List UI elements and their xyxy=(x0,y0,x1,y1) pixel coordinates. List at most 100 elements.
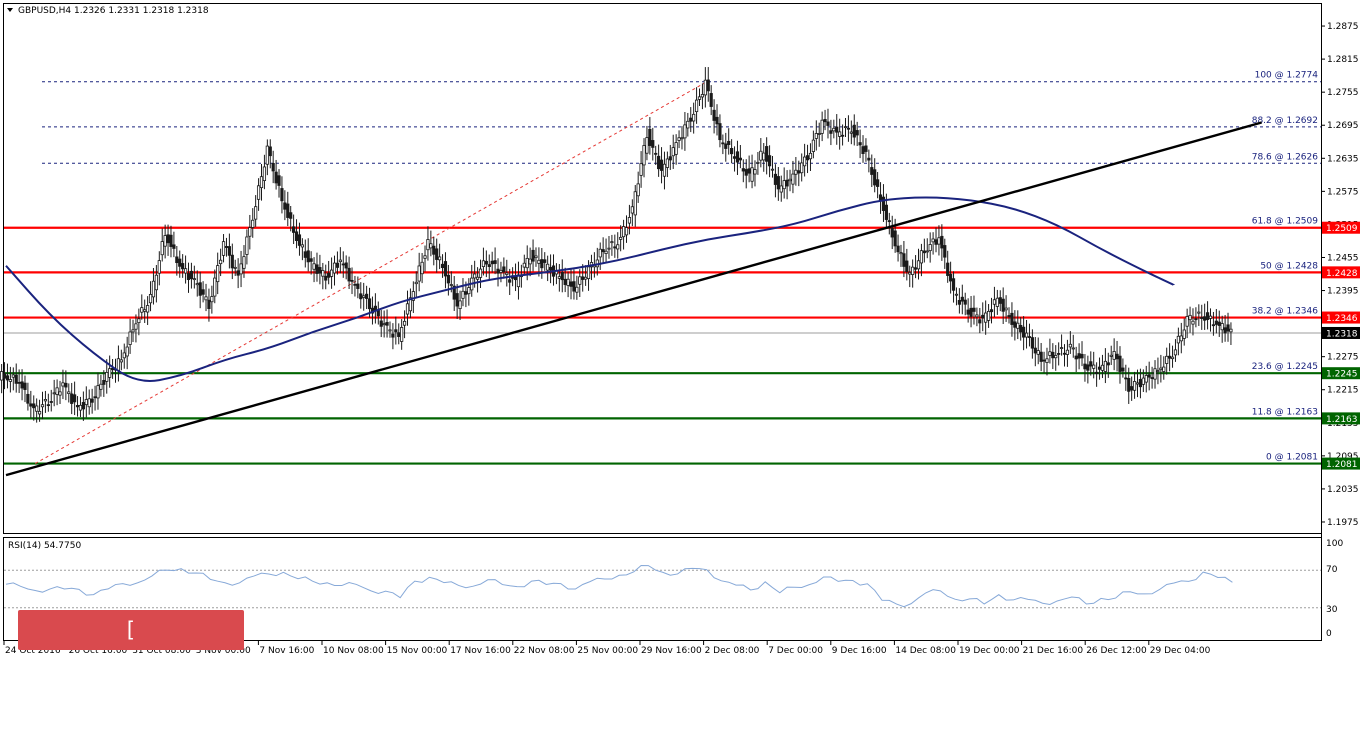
candle-body xyxy=(274,171,278,184)
candle-body xyxy=(1068,343,1072,348)
candle-body xyxy=(750,167,754,182)
candle-body xyxy=(654,152,658,155)
candle-body xyxy=(140,307,144,313)
candle-body xyxy=(1001,298,1005,312)
candle-body xyxy=(1200,317,1204,319)
candle-body xyxy=(566,278,570,286)
candle-body xyxy=(890,228,894,238)
candle-body xyxy=(1065,349,1070,355)
candle-body xyxy=(312,263,316,270)
candle-body xyxy=(1016,322,1020,329)
candle-body xyxy=(1127,378,1131,392)
candle-body xyxy=(867,157,871,161)
candle-body xyxy=(251,219,255,228)
candle-body xyxy=(978,319,982,324)
candle-body xyxy=(788,178,792,182)
candle-body xyxy=(604,250,608,254)
instaforex-watermark[interactable]: [ www.instaforex.com ] xyxy=(18,610,244,722)
support-trendline xyxy=(5,121,1262,477)
candle-body xyxy=(1118,355,1122,372)
candle-body xyxy=(52,392,56,395)
candle-body xyxy=(986,310,991,321)
candle-body xyxy=(1165,355,1169,364)
candle-body xyxy=(356,283,360,289)
candle-body xyxy=(1132,381,1137,391)
candle-body xyxy=(776,176,780,190)
candle-body xyxy=(779,185,783,193)
candle-body xyxy=(849,131,853,134)
candle-body xyxy=(718,123,722,141)
candle-body xyxy=(461,290,465,299)
candle-body xyxy=(686,120,690,129)
candle-body xyxy=(1077,353,1081,359)
candle-body xyxy=(963,299,967,305)
candle-body xyxy=(738,157,742,161)
candle-body xyxy=(630,206,634,214)
candle-body xyxy=(0,371,4,381)
candle-body xyxy=(624,227,629,236)
current-price-tag-text: 1.2318 xyxy=(1326,329,1358,339)
candle-body xyxy=(46,404,50,407)
dropdown-arrow-icon[interactable] xyxy=(7,8,13,12)
x-tick-label: 14 Dec 08:00 xyxy=(895,646,956,656)
candle-body xyxy=(1100,364,1105,371)
candle-body xyxy=(840,134,845,137)
candle-body xyxy=(271,163,275,172)
candle-body xyxy=(727,140,731,145)
candle-body xyxy=(382,323,386,326)
candle-body xyxy=(829,130,833,134)
candle-body xyxy=(838,131,842,137)
candle-body xyxy=(1214,320,1218,325)
candle-body xyxy=(762,152,766,161)
candle-body xyxy=(289,212,293,219)
chart-root: 100 @ 1.2774 88.2 @ 1.2692 78.6 @ 1.2626 61… xyxy=(0,3,1360,722)
candle-body xyxy=(557,276,561,279)
price-tag-text: 1.2245 xyxy=(1326,370,1358,380)
candle-body xyxy=(767,155,772,167)
candle-body xyxy=(689,117,693,122)
candle-body xyxy=(531,249,535,262)
candle-body xyxy=(899,252,903,255)
candle-body xyxy=(297,234,302,246)
candle-body xyxy=(525,257,529,269)
candle-body xyxy=(329,269,334,277)
candle-body xyxy=(575,286,579,293)
candle-body xyxy=(99,383,103,390)
candle-body xyxy=(715,116,719,125)
price-tag-text: 1.2428 xyxy=(1326,269,1358,279)
candle-body xyxy=(548,267,553,271)
candle-body xyxy=(1019,324,1023,333)
candle-body xyxy=(569,281,573,287)
candle-body xyxy=(712,109,716,121)
current-price-tag-box xyxy=(1322,326,1360,339)
candle-body xyxy=(797,170,801,174)
candle-body xyxy=(277,175,281,186)
candle-body xyxy=(157,260,161,274)
candle-body xyxy=(481,260,486,268)
candle-body xyxy=(195,283,199,286)
candle-body xyxy=(286,203,290,218)
candle-body xyxy=(324,275,328,281)
candle-body xyxy=(884,204,888,220)
candle-body xyxy=(1130,386,1134,391)
candle-body xyxy=(192,278,196,281)
candle-body xyxy=(1039,351,1043,362)
candle-body xyxy=(210,296,214,303)
y-tick-label: 1.2275 xyxy=(1327,353,1359,363)
candle-body xyxy=(221,241,226,256)
candle-body xyxy=(916,260,921,270)
candle-body xyxy=(438,256,442,261)
rsi-line xyxy=(5,564,1233,608)
candle-body xyxy=(478,268,483,278)
fib-diagonal-line xyxy=(34,81,708,465)
candle-body xyxy=(367,298,372,310)
price-tag-text: 1.2346 xyxy=(1326,314,1358,324)
candle-body xyxy=(116,358,121,371)
candle-body xyxy=(610,241,614,244)
candle-body xyxy=(23,382,27,390)
candle-body xyxy=(1179,335,1183,342)
candle-body xyxy=(665,158,669,168)
candle-body xyxy=(93,396,97,399)
candle-body xyxy=(178,258,182,267)
candle-body xyxy=(560,271,564,281)
